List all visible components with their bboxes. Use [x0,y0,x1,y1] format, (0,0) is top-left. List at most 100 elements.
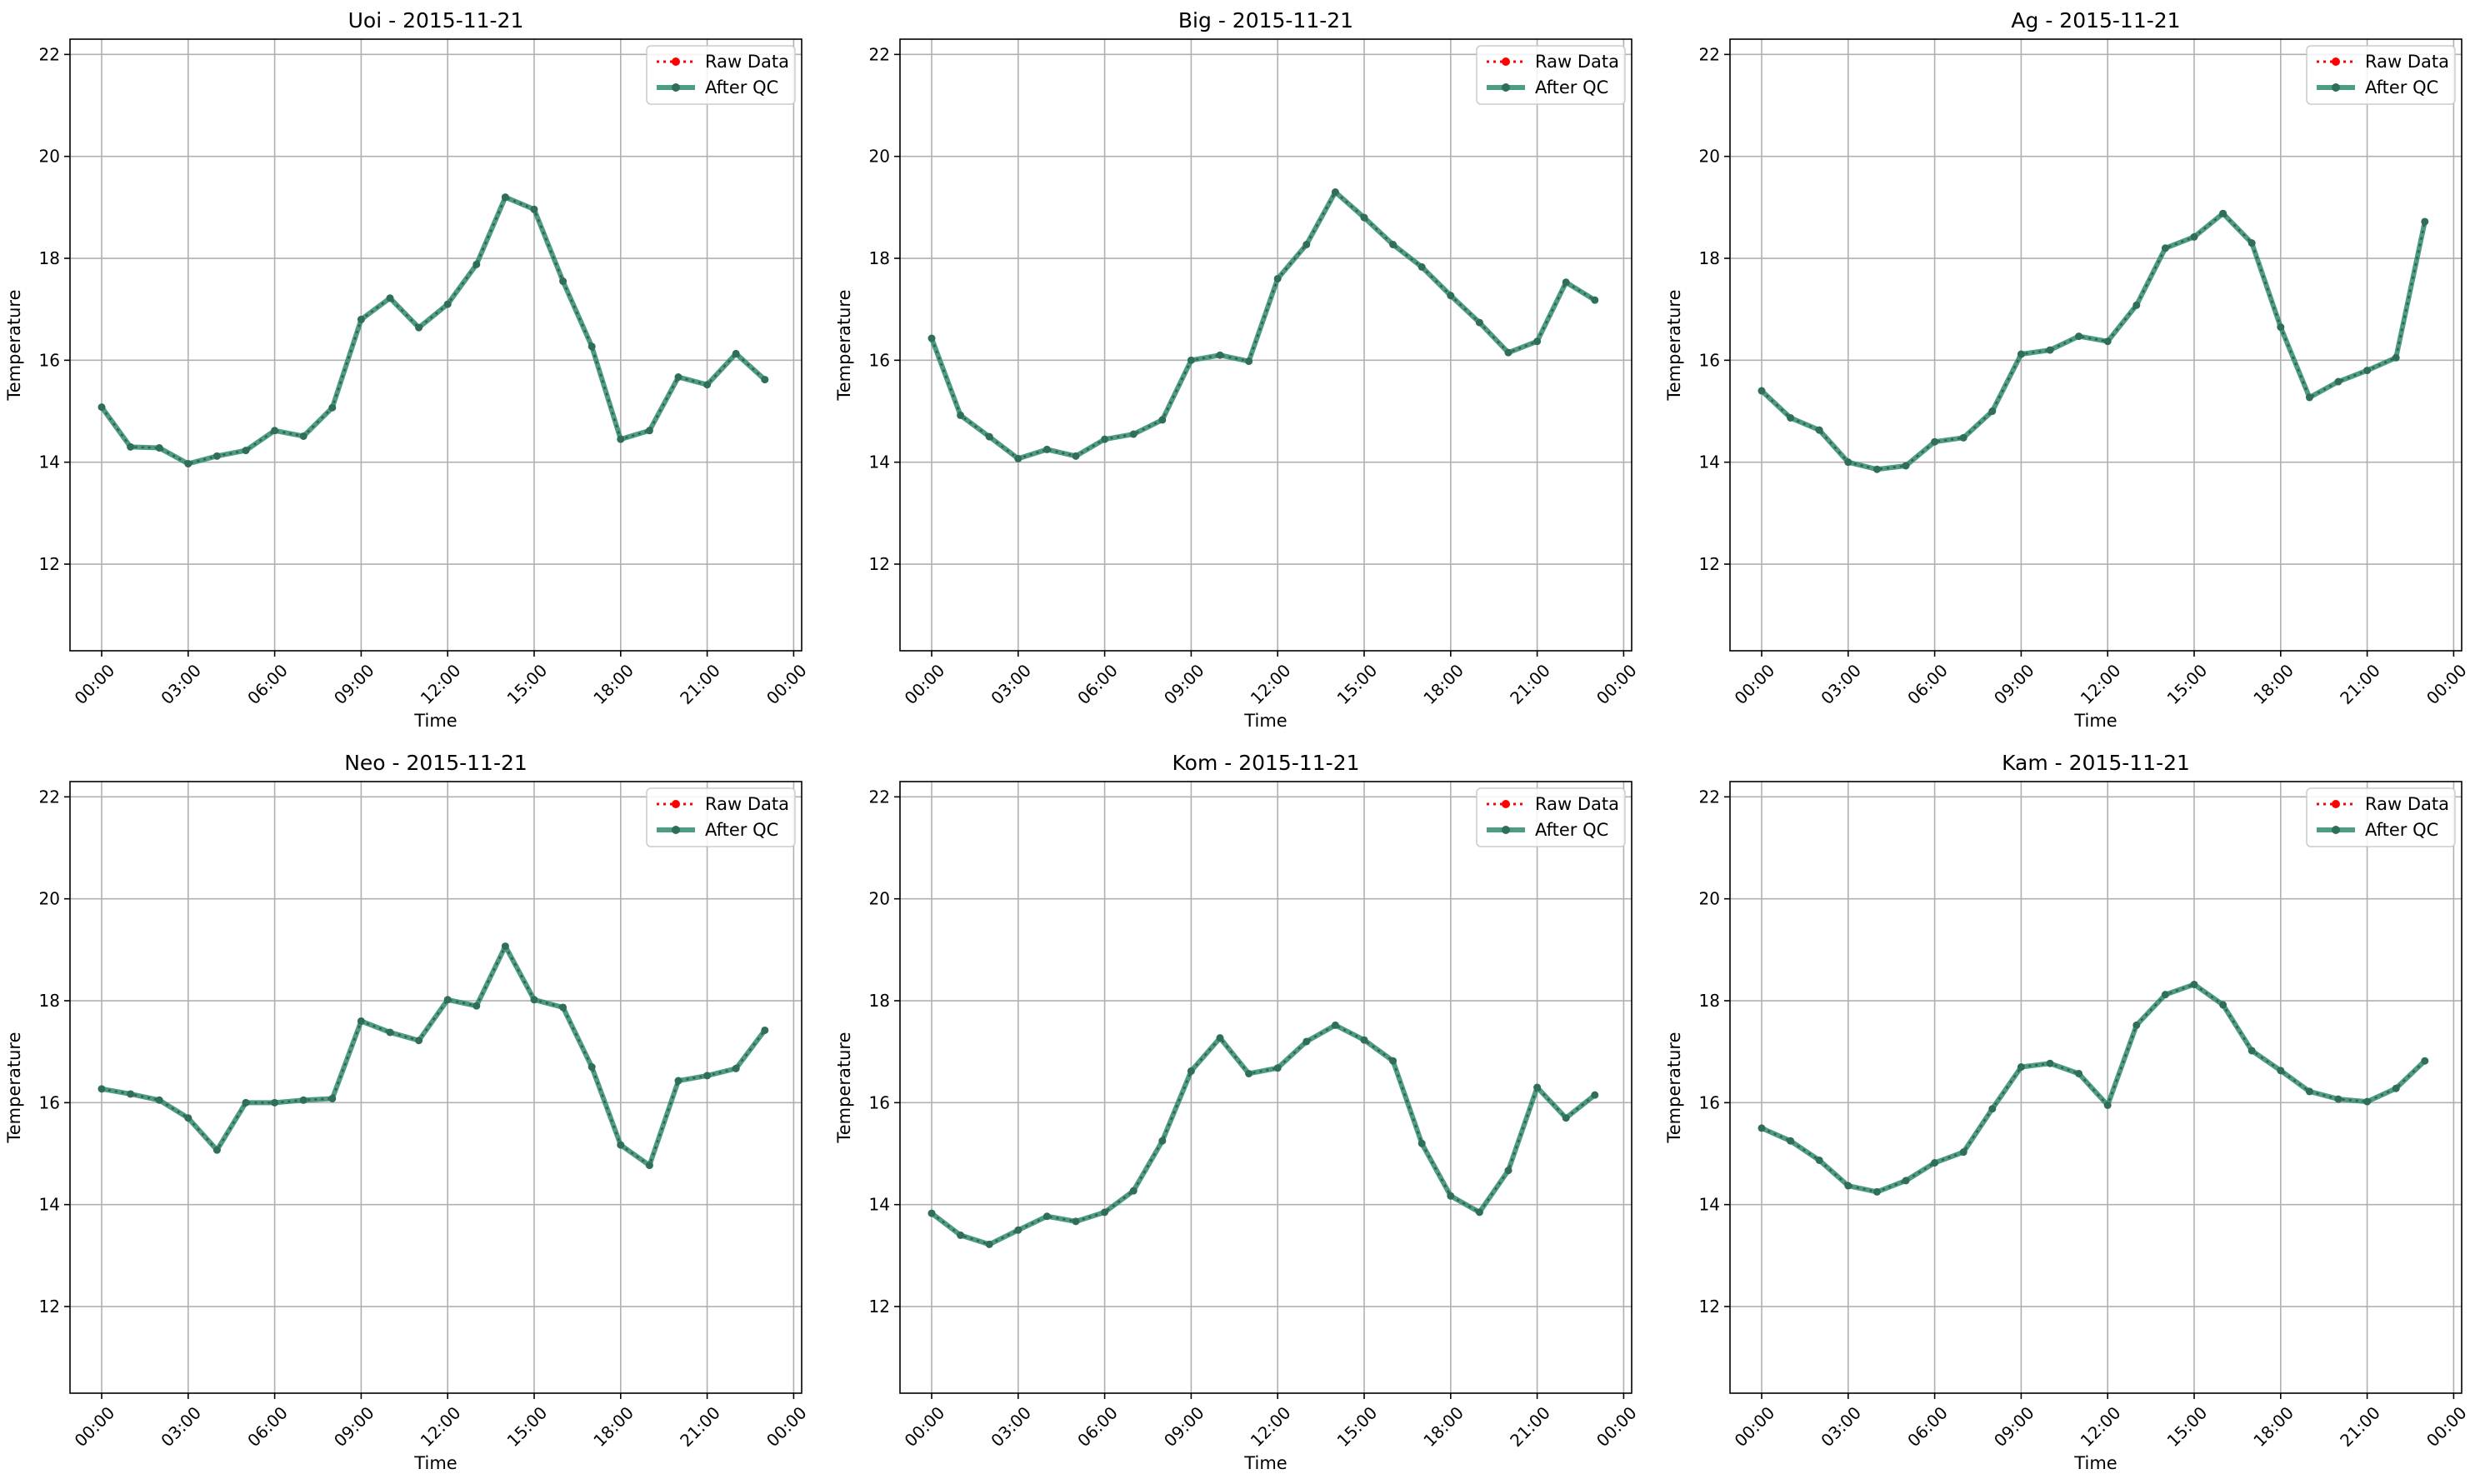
data-point-after-qc [1787,413,1795,422]
legend-marker-raw [672,57,680,66]
data-point-after-qc [242,1098,250,1107]
data-point-after-qc [1302,241,1311,249]
data-point-after-qc [2392,353,2400,362]
data-point-after-qc [2219,1001,2228,1009]
chart-panel-2: 12 14 16 18 20 22 00:00 03:00 06:00 09:00 12:00 15:… [834,8,1641,731]
legend: Raw Data After QC [646,45,796,105]
data-point-after-qc [127,1090,135,1098]
series-line-overlay [1761,983,2426,1193]
data-point-after-qc [2248,239,2256,247]
data-point-after-qc [212,1146,221,1154]
legend-label-after-qc: After QC [2365,820,2438,840]
legend-label-after-qc: After QC [1535,820,1608,840]
x-axis-label: Time [1243,1453,1287,1473]
legend-label-raw: Raw Data [2365,52,2449,72]
y-tick-label: 18 [869,248,890,268]
data-point-after-qc [1042,445,1051,453]
series-line-after-qc [99,194,767,467]
series-line-raw-data [1760,212,2427,471]
series-line-overlay [931,1024,1596,1246]
x-tick-label: 09:00 [1160,660,1208,708]
data-point-after-qc [1758,1124,1766,1132]
data-point-after-qc [127,442,135,451]
x-tick-label: 12:00 [1247,1402,1295,1451]
legend-label-after-qc: After QC [705,77,778,97]
data-point-after-qc [1902,462,1910,470]
data-point-after-qc [2219,209,2228,217]
y-tick-label: 12 [39,554,60,574]
data-point-after-qc [271,1098,279,1107]
x-tick-label: 21:00 [1506,660,1554,708]
data-point-after-qc [1129,1187,1138,1195]
x-tick-label: 00:00 [762,660,811,708]
data-point-after-qc [1475,318,1483,327]
data-point-after-qc [1447,1192,1455,1200]
y-tick-label: 18 [39,248,60,268]
data-point-after-qc [2103,337,2112,346]
data-point-after-qc [732,349,740,357]
data-point-after-qc [2363,1097,2372,1106]
data-point-after-qc [1072,1217,1080,1226]
series-line-after-qc [101,943,768,1168]
axes-frame [1729,38,2462,652]
data-point-after-qc [299,432,308,440]
y-tick-label: 14 [39,452,60,472]
series-line-raw-data [931,1023,1596,1247]
x-tick-label: 12:00 [1247,660,1295,708]
y-tick-label: 20 [1699,147,1720,167]
data-point-after-qc [1302,1037,1311,1046]
x-tick-label: 03:00 [1817,660,1865,708]
data-point-after-qc [957,1231,965,1239]
x-tick-label: 15:00 [503,1402,552,1451]
y-tick-label: 20 [869,147,890,167]
data-point-after-qc [761,376,769,384]
data-point-after-qc [2075,332,2083,341]
data-point-after-qc [472,1002,481,1010]
y-tick-label: 22 [869,787,890,807]
x-tick-label: 09:00 [1160,1402,1208,1451]
x-tick-label: 00:00 [2422,1402,2471,1451]
data-point-after-qc [2305,393,2313,402]
data-point-after-qc [617,435,625,443]
data-point-after-qc [299,1096,308,1104]
data-point-after-qc [2132,301,2141,309]
data-point-after-qc [357,1017,365,1025]
data-point-after-qc [2248,1047,2256,1055]
legend-label-raw: Raw Data [1535,52,1619,72]
legend-marker-after-qc [1502,826,1510,834]
series-line-overlay [931,191,1596,460]
x-tick-label: 06:00 [243,1402,292,1451]
data-point-after-qc [2190,980,2198,988]
data-point-after-qc [530,205,538,213]
series-line-after-qc [1760,982,2427,1195]
chart-panel-5: 12 14 16 18 20 22 00:00 03:00 06:00 09:00 12:00 15:… [834,751,1641,1473]
x-tick-label: 12:00 [2077,1402,2125,1451]
data-point-after-qc [985,432,993,441]
x-axis-label: Time [413,711,457,731]
y-tick-label: 14 [869,452,890,472]
x-tick-label: 15:00 [1333,660,1382,708]
data-point-after-qc [1872,465,1881,473]
y-tick-label: 12 [39,1297,60,1317]
x-tick-label: 18:00 [589,1402,638,1451]
chart-title: Neo - 2015-11-21 [344,751,528,775]
data-point-after-qc [1158,1137,1167,1145]
x-tick-label: 00:00 [2422,660,2471,708]
data-point-after-qc [588,1063,596,1072]
chart-panel-3: 12 14 16 18 20 22 00:00 03:00 06:00 09:00 12:00 15:… [1664,8,2471,731]
data-point-after-qc [1447,292,1455,300]
data-point-after-qc [1931,1159,1939,1167]
y-axis-label: Temperature [4,289,24,401]
data-point-after-qc [1331,188,1339,196]
data-point-after-qc [501,193,509,202]
data-point-after-qc [1533,337,1542,346]
y-tick-label: 18 [869,991,890,1011]
data-point-after-qc [184,1114,192,1122]
legend-label-raw: Raw Data [1535,794,1619,814]
data-point-after-qc [703,381,712,389]
x-tick-label: 06:00 [1073,660,1122,708]
data-point-after-qc [1533,1083,1542,1092]
legend: Raw Data After QC [646,787,796,847]
data-point-after-qc [271,427,279,435]
